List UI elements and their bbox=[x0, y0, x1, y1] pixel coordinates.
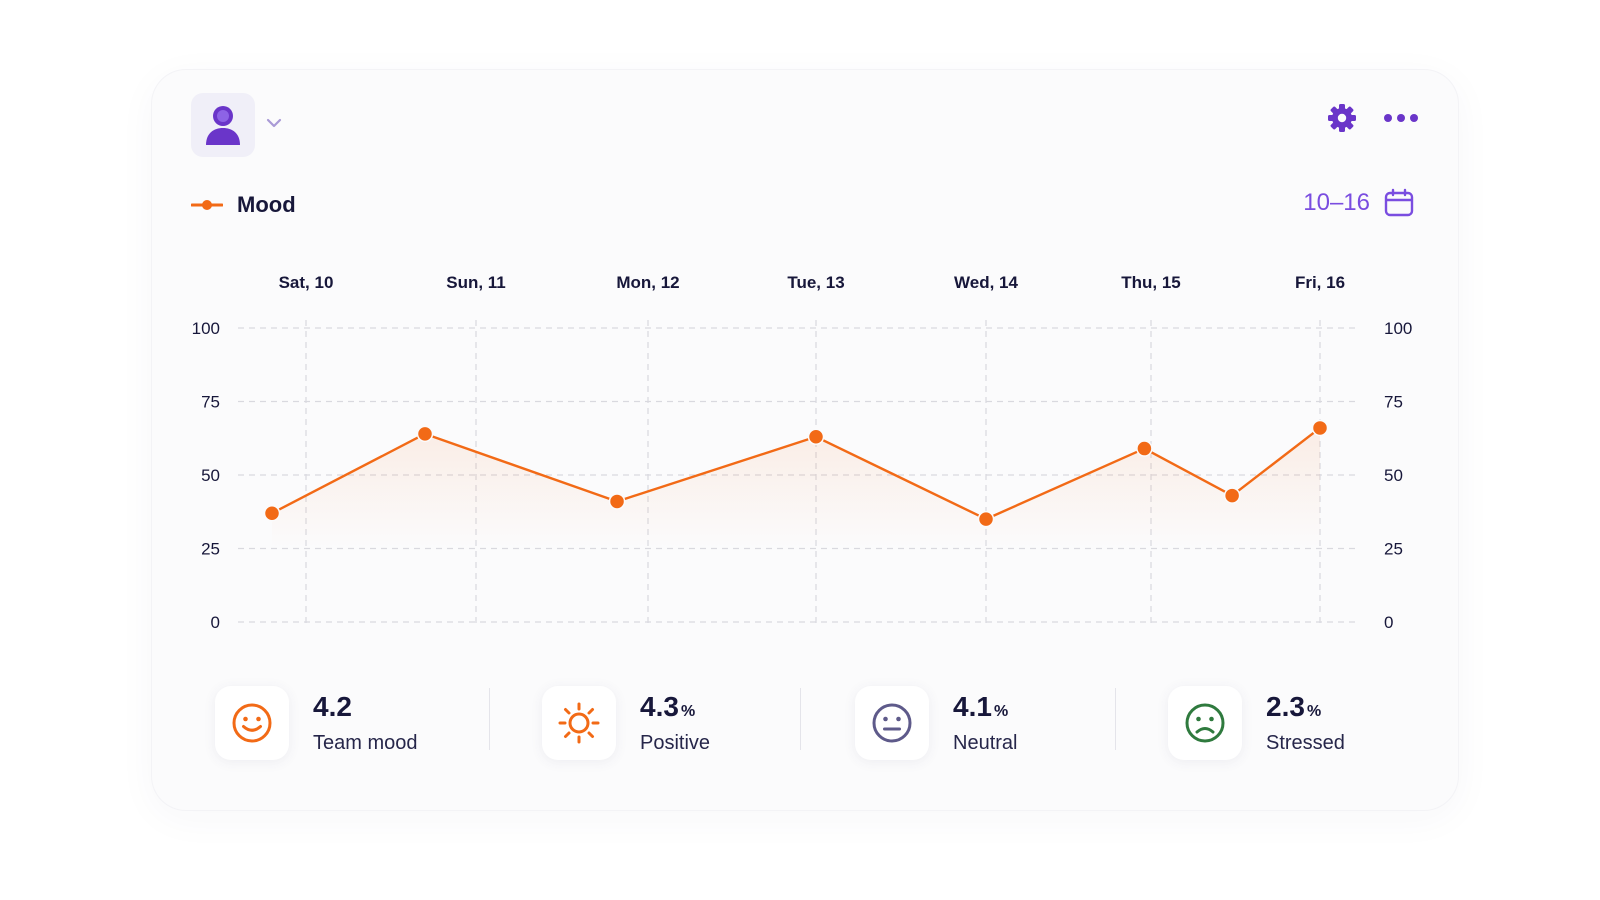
stat-label: Team mood bbox=[313, 731, 418, 754]
data-point[interactable] bbox=[807, 428, 825, 446]
user-avatar-icon bbox=[206, 106, 240, 145]
y-tick-label-right: 25 bbox=[1384, 540, 1403, 559]
data-point[interactable] bbox=[977, 510, 995, 528]
stat-value: 4.2 bbox=[313, 690, 352, 722]
y-tick-label-left: 25 bbox=[201, 540, 220, 559]
stat-unit: % bbox=[680, 702, 696, 720]
data-point[interactable] bbox=[416, 425, 434, 443]
stat-team-mood: 4.2 Team mood bbox=[215, 686, 418, 760]
x-tick-label: Tue, 13 bbox=[787, 273, 844, 292]
stat-value: 4.1 bbox=[953, 690, 992, 722]
stats-row: 4.2 Team mood 4.3% Posi bbox=[210, 686, 1410, 766]
legend-label: Mood bbox=[237, 192, 296, 217]
smile-icon bbox=[232, 703, 272, 743]
stat-icon-box bbox=[1168, 686, 1242, 760]
stat-stressed: 2.3% Stressed bbox=[1168, 686, 1345, 760]
stat-positive: 4.3% Positive bbox=[542, 686, 710, 760]
y-tick-label-left: 75 bbox=[201, 393, 220, 412]
data-point[interactable] bbox=[1136, 440, 1153, 457]
date-range-picker[interactable]: 10–16 bbox=[1303, 188, 1414, 218]
data-point[interactable] bbox=[608, 493, 626, 510]
stat-icon-box bbox=[542, 686, 616, 760]
x-tick-label: Fri, 16 bbox=[1295, 273, 1345, 292]
y-tick-label-left: 50 bbox=[201, 466, 220, 485]
x-tick-label: Mon, 12 bbox=[616, 273, 679, 292]
chart-legend: Mood bbox=[191, 192, 296, 218]
stat-label: Stressed bbox=[1266, 731, 1345, 754]
stat-unit: % bbox=[1306, 702, 1322, 720]
divider bbox=[489, 688, 490, 750]
stat-label: Positive bbox=[640, 731, 711, 754]
mood-series-line bbox=[271, 427, 1321, 521]
user-avatar-button[interactable] bbox=[191, 93, 255, 157]
y-tick-label-left: 100 bbox=[192, 319, 220, 338]
calendar-icon bbox=[1384, 188, 1414, 217]
sun-icon bbox=[558, 702, 600, 744]
x-tick-label: Wed, 14 bbox=[954, 273, 1018, 292]
legend-line-marker bbox=[191, 200, 223, 210]
x-tick-label: Sun, 11 bbox=[446, 273, 506, 292]
stat-unit: % bbox=[993, 702, 1009, 720]
stat-icon-box bbox=[215, 686, 289, 760]
more-horizontal-icon[interactable] bbox=[1383, 106, 1419, 130]
stat-value: 4.3 bbox=[640, 690, 679, 722]
stat-value: 2.3 bbox=[1266, 690, 1305, 722]
date-range-label: 10–16 bbox=[1303, 189, 1370, 216]
y-tick-label-right: 100 bbox=[1384, 319, 1412, 338]
gear-icon[interactable] bbox=[1327, 103, 1357, 133]
stat-icon-box bbox=[855, 686, 929, 760]
x-tick-label: Thu, 15 bbox=[1121, 273, 1181, 292]
y-tick-label-right: 0 bbox=[1384, 613, 1393, 632]
mood-area-fill bbox=[272, 427, 1320, 549]
y-tick-label-right: 75 bbox=[1384, 393, 1403, 412]
stat-neutral: 4.1% Neutral bbox=[855, 686, 1017, 760]
y-tick-label-right: 50 bbox=[1384, 466, 1403, 485]
x-tick-label: Sat, 10 bbox=[279, 273, 334, 292]
chevron-down-icon[interactable] bbox=[263, 112, 285, 134]
divider bbox=[800, 688, 801, 750]
data-point[interactable] bbox=[263, 504, 281, 522]
divider bbox=[1115, 688, 1116, 750]
y-tick-label-left: 0 bbox=[211, 613, 220, 632]
data-point[interactable] bbox=[1311, 419, 1329, 437]
data-point[interactable] bbox=[1223, 487, 1241, 504]
frown-icon bbox=[1185, 703, 1225, 743]
neutral-face-icon bbox=[872, 703, 912, 743]
stat-label: Neutral bbox=[953, 731, 1018, 754]
